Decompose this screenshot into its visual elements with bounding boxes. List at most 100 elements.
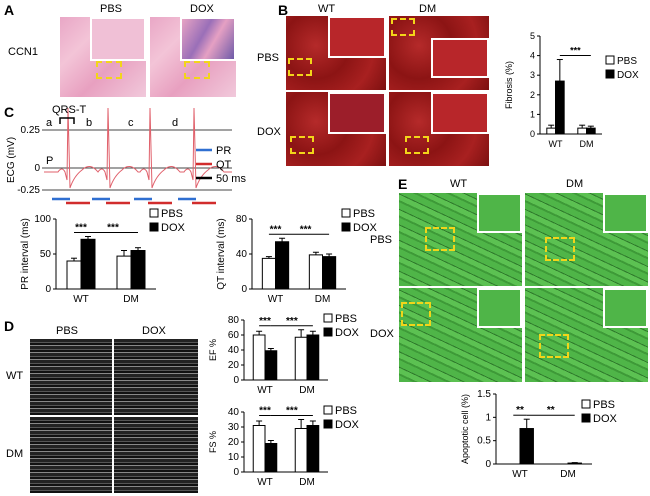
fluor-wt-pbs <box>399 193 522 286</box>
y-tick-label: 1 <box>530 109 535 119</box>
bar <box>261 257 276 290</box>
y-tick-label: 4 <box>530 51 535 61</box>
significance-label: *** <box>286 316 298 327</box>
y-tick-label: 1 <box>485 412 491 423</box>
ecg-beat-label: a <box>46 117 53 129</box>
ecg-waveform <box>44 107 232 189</box>
bar <box>66 260 82 290</box>
ef-chart: 0 20 40 60 80 EF % WT DM *** *** PBS DOX <box>208 313 360 396</box>
x-tick-label: DM <box>123 294 139 305</box>
zoom-inset <box>603 288 648 328</box>
legend-label: PBS <box>617 56 637 67</box>
ecg-beat-label: c <box>128 117 134 129</box>
significance-label: *** <box>75 223 87 234</box>
zoom-region <box>288 58 312 76</box>
y-tick-label: 40 <box>228 407 240 418</box>
y-tick-label: 5 <box>530 31 535 41</box>
y-tick-label: 0.5 <box>477 436 491 447</box>
significance-label: *** <box>270 224 282 235</box>
apoptotic-chart: 0 0.5 1 1.5 Apoptotic cell (%) WT DM ** ** PBS DOX <box>460 389 618 480</box>
legend-swatch <box>581 399 591 409</box>
significance-label: *** <box>107 223 119 234</box>
x-tick-label: DM <box>580 139 594 149</box>
fibrosis-chart: 0 1 2 3 4 5 Fibrosis (%) WT DM *** PBS DOX <box>504 31 639 149</box>
y-tick-label: 80 <box>236 214 248 225</box>
zoom-region <box>96 61 122 79</box>
ecg-y-label: ECG (mV) <box>6 137 17 183</box>
y-tick-label: 0 <box>241 284 247 295</box>
legend-swatch <box>323 313 333 323</box>
row-label-wt: WT <box>6 370 24 382</box>
y-tick-label: 40 <box>236 249 248 260</box>
ccn1-dox-micrograph <box>150 17 236 97</box>
legend-label: DOX <box>353 222 378 234</box>
legend-swatch <box>605 55 615 65</box>
fluor-dm-dox <box>525 288 648 382</box>
zoom-region <box>405 136 429 154</box>
trichrome-dm-pbs <box>389 16 489 90</box>
ecg-legend-label: PR <box>216 145 231 157</box>
col-label-pbs: PBS <box>100 3 123 15</box>
col-label-wt: WT <box>318 3 336 15</box>
bar <box>586 127 596 135</box>
legend-label: PBS <box>335 405 357 417</box>
y-axis-label: PR interval (ms) <box>20 218 31 290</box>
bar <box>252 334 266 381</box>
significance-label: *** <box>259 316 271 327</box>
bar <box>294 428 308 473</box>
legend-swatch <box>323 419 333 429</box>
qrs-t-bracket <box>59 117 75 124</box>
y-axis-label: Fibrosis (%) <box>504 61 514 109</box>
y-axis-label: QT interval (ms) <box>216 218 227 290</box>
ccn1-pbs-micrograph <box>60 17 146 97</box>
significance-label: ** <box>547 405 555 416</box>
trichrome-wt-dox <box>286 92 386 166</box>
y-tick-label: 2 <box>530 90 535 100</box>
legend-label: PBS <box>335 313 357 325</box>
echo-dm-dox <box>114 417 198 493</box>
zoom-inset <box>328 16 386 58</box>
bar <box>80 238 96 290</box>
qrs-t-label: QRS-T <box>52 104 87 116</box>
x-tick-label: DM <box>299 385 315 396</box>
bar <box>130 250 146 290</box>
zoom-region <box>290 136 314 154</box>
zoom-inset <box>477 288 522 328</box>
bar <box>252 425 266 473</box>
x-tick-label: DM <box>560 469 576 480</box>
bar <box>306 425 320 473</box>
y-tick-label: 80 <box>228 315 240 326</box>
y-tick-label: 0 <box>530 129 535 139</box>
y-tick-label: 3 <box>530 70 535 80</box>
legend-swatch <box>149 222 159 232</box>
bar <box>294 336 308 381</box>
row-label-dox: DOX <box>257 126 281 138</box>
zoom-region <box>545 237 575 261</box>
x-tick-label: WT <box>512 469 528 480</box>
x-tick-label: DM <box>315 294 331 305</box>
col-label-dox: DOX <box>190 3 214 15</box>
row-label-pbs: PBS <box>257 52 280 64</box>
legend-label: DOX <box>161 222 186 234</box>
legend-swatch <box>341 222 351 232</box>
echo-wt-dox <box>114 339 198 415</box>
zoom-region <box>401 302 431 326</box>
y-tick-label: 100 <box>34 214 51 225</box>
legend-label: DOX <box>335 419 360 431</box>
x-tick-label: WT <box>257 477 273 488</box>
ecg-y-tick: 0 <box>34 163 40 174</box>
legend-swatch <box>605 69 615 79</box>
bar <box>308 254 323 290</box>
ecg-legend-label: 50 ms <box>216 173 246 185</box>
zoom-region <box>425 227 455 251</box>
zoom-inset <box>431 92 489 134</box>
x-tick-label: WT <box>549 139 563 149</box>
y-tick-label: 40 <box>228 345 240 356</box>
y-tick-label: 60 <box>228 330 240 341</box>
y-tick-label: 0 <box>233 467 239 478</box>
bar <box>264 350 278 381</box>
y-tick-label: 10 <box>228 452 240 463</box>
legend-swatch <box>149 208 159 218</box>
